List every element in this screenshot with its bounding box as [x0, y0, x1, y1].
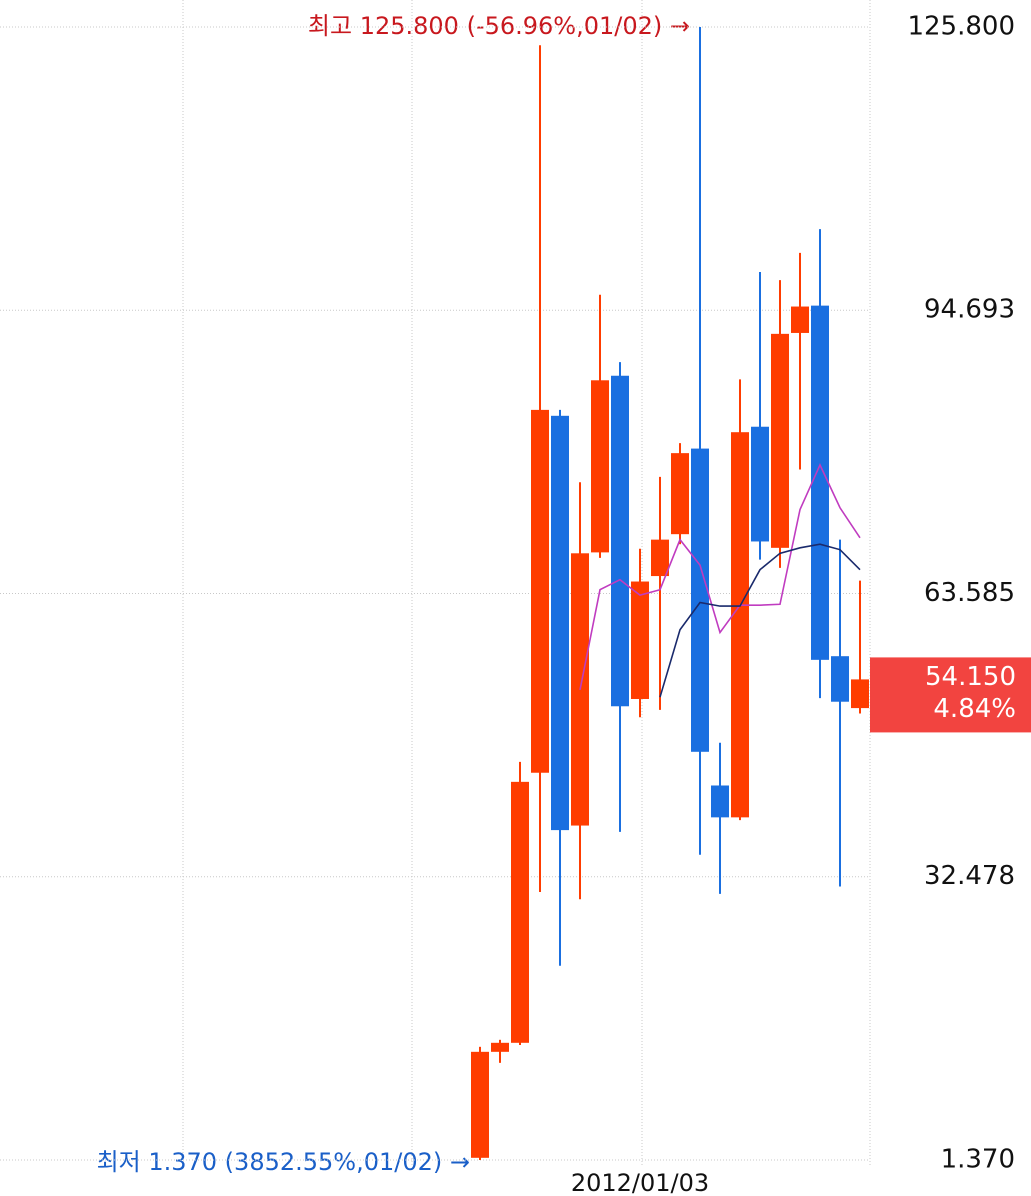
- y-tick-label: 32.478: [924, 861, 1015, 891]
- candle-body: [731, 432, 749, 818]
- candle-body: [671, 453, 689, 535]
- candle-body: [751, 426, 769, 542]
- y-tick-label: 1.370: [941, 1145, 1015, 1175]
- candle-body: [711, 785, 729, 818]
- candle-body: [771, 333, 789, 548]
- y-tick-label: 125.800: [907, 12, 1015, 42]
- candle-body: [811, 305, 829, 660]
- low-annotation: 최저 1.370 (3852.55%,01/02) →: [97, 1148, 470, 1176]
- y-tick-label: 94.693: [924, 295, 1015, 325]
- candle-body: [611, 375, 629, 707]
- x-tick-label: 2012/01/03: [571, 1169, 709, 1196]
- candle-body: [691, 448, 709, 752]
- candle-body: [631, 581, 649, 699]
- candle-body: [531, 409, 549, 773]
- candle-body: [511, 781, 529, 1043]
- moving-average: [659, 543, 861, 698]
- candle-body: [471, 1051, 489, 1158]
- candle-body: [831, 656, 849, 702]
- y-tick-label: 63.585: [924, 578, 1015, 608]
- price-label: 54.150: [925, 662, 1016, 692]
- moving-average: [579, 463, 861, 691]
- candle-body: [551, 415, 569, 831]
- price-box: [870, 657, 1031, 733]
- candle-body: [851, 679, 869, 709]
- candle-body: [591, 380, 609, 553]
- candle-body: [491, 1042, 509, 1052]
- candle-body: [651, 539, 669, 577]
- change-label: 4.84%: [933, 694, 1016, 724]
- candle-body: [791, 306, 809, 333]
- high-annotation: 최고 125.800 (-56.96%,01/02) →: [308, 12, 690, 40]
